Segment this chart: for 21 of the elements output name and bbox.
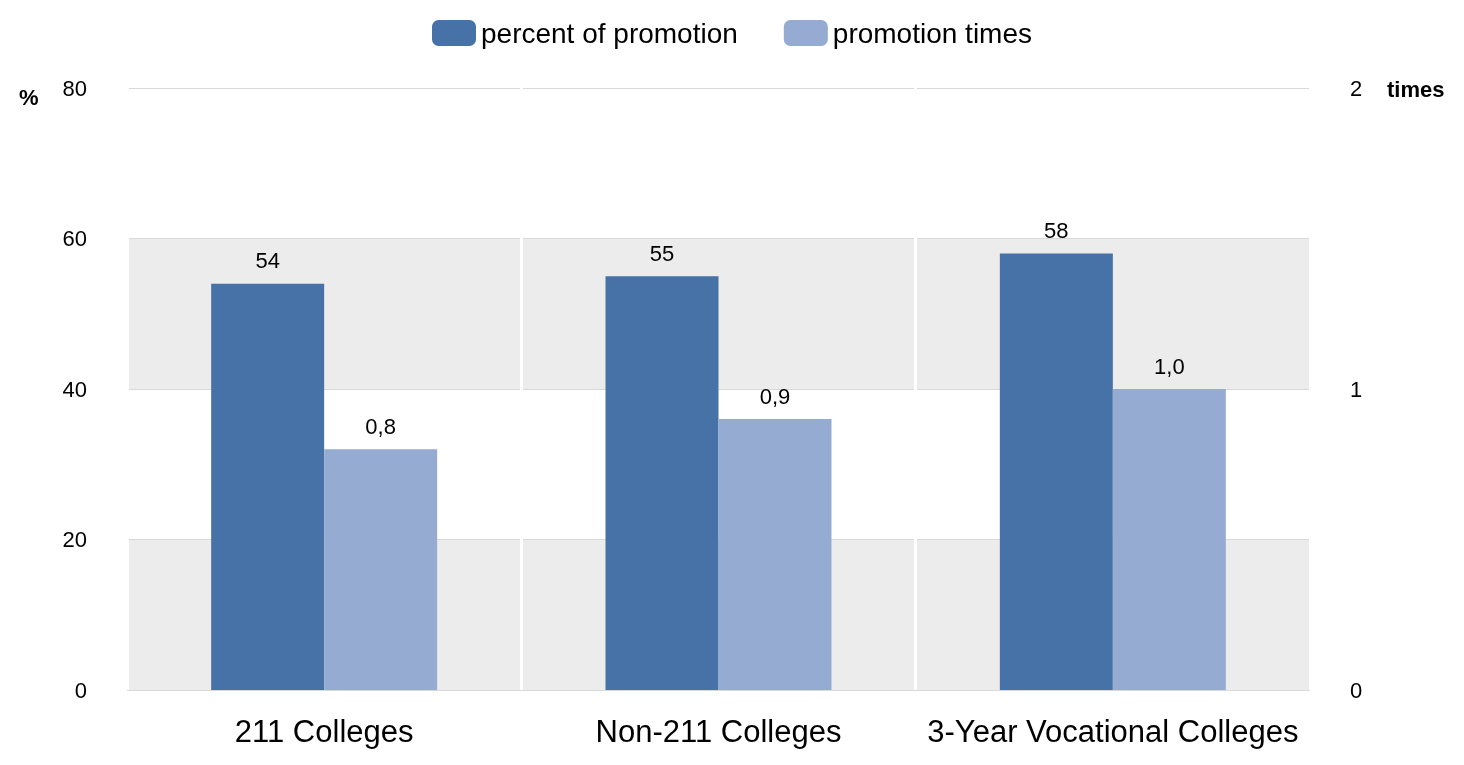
data-label: 0,9	[759, 383, 791, 409]
data-label: 0,8	[365, 413, 396, 439]
data-label: 58	[1044, 218, 1069, 244]
y-tick-label: 80	[62, 75, 87, 101]
y-tick-label: 20	[62, 527, 87, 552]
x-tick-label: 3-Year Vocational Colleges	[927, 714, 1299, 749]
x-tick-label: 211 Colleges	[234, 714, 414, 749]
y2-tick-label: 0	[1350, 677, 1363, 703]
x-tick-label: Non-211 Colleges	[595, 714, 842, 749]
y-tick-label: 60	[62, 226, 87, 251]
data-label: 1,0	[1154, 353, 1185, 379]
y-axis-title: %	[19, 84, 39, 110]
y2-tick-label: 2	[1350, 75, 1363, 101]
data-label: 55	[649, 240, 675, 266]
legend-label: percent of promotion	[481, 17, 738, 49]
y-tick-label: 40	[62, 376, 87, 402]
data-label: 54	[255, 248, 280, 274]
y2-axis-title: times	[1387, 76, 1445, 102]
legend-label: promotion times	[832, 17, 1032, 49]
y-tick-label: 0	[74, 677, 87, 703]
y2-tick-label: 1	[1350, 376, 1363, 402]
